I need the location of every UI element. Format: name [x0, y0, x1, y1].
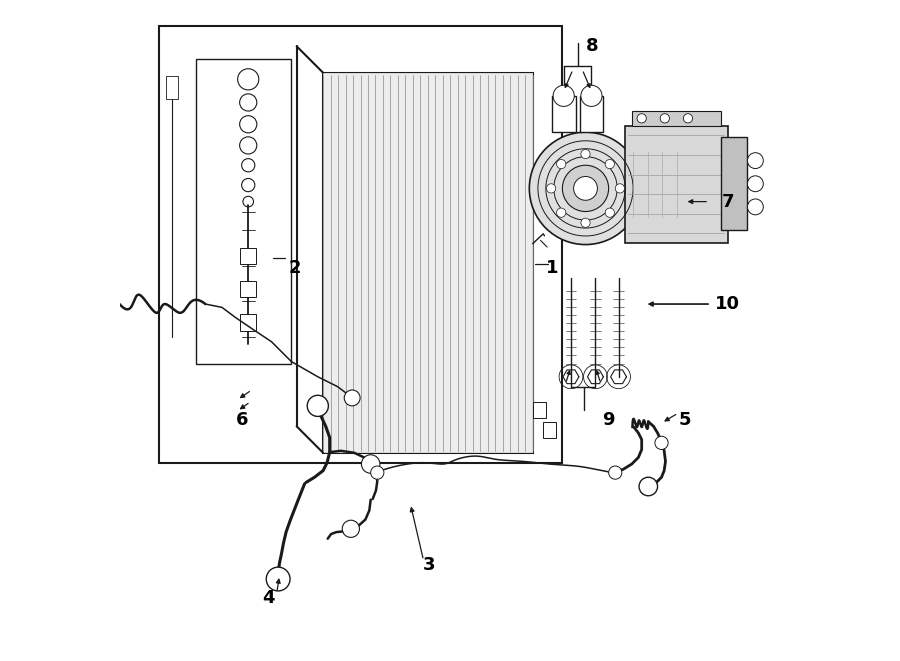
Bar	[159, 26, 562, 463]
Circle shape	[546, 184, 556, 193]
Bar	[240, 281, 256, 297]
Polygon shape	[323, 73, 533, 453]
Circle shape	[239, 116, 256, 133]
Circle shape	[239, 137, 256, 154]
Circle shape	[747, 176, 763, 192]
Circle shape	[747, 153, 763, 169]
Circle shape	[529, 132, 642, 245]
Circle shape	[241, 178, 255, 192]
Bar	[240, 314, 256, 330]
Circle shape	[747, 199, 763, 215]
Circle shape	[637, 114, 646, 123]
Text: 9: 9	[602, 410, 615, 429]
Bar	[240, 248, 256, 264]
Bar	[632, 111, 721, 126]
Bar	[195, 59, 292, 364]
Circle shape	[238, 69, 259, 90]
Text: 6: 6	[236, 410, 248, 429]
Bar	[543, 422, 556, 438]
Circle shape	[580, 149, 590, 159]
Circle shape	[554, 85, 574, 106]
Circle shape	[371, 466, 384, 479]
Text: 2: 2	[288, 258, 301, 277]
Circle shape	[344, 390, 360, 406]
Circle shape	[239, 94, 256, 111]
Circle shape	[608, 466, 622, 479]
Bar	[166, 76, 177, 99]
Circle shape	[342, 520, 359, 537]
Circle shape	[639, 477, 658, 496]
Circle shape	[243, 196, 254, 207]
Bar	[323, 73, 533, 453]
Circle shape	[616, 184, 625, 193]
Bar	[626, 126, 727, 243]
Circle shape	[661, 114, 670, 123]
Bar	[533, 402, 545, 418]
Circle shape	[362, 455, 380, 473]
Text: 7: 7	[722, 192, 734, 211]
Bar	[552, 96, 576, 132]
Circle shape	[241, 159, 255, 172]
Text: 10: 10	[716, 295, 740, 313]
Circle shape	[562, 165, 608, 212]
Circle shape	[573, 176, 598, 200]
Circle shape	[580, 218, 590, 227]
Circle shape	[307, 395, 328, 416]
Circle shape	[605, 208, 615, 217]
Circle shape	[266, 567, 290, 591]
Circle shape	[580, 85, 602, 106]
Circle shape	[556, 159, 566, 169]
Circle shape	[683, 114, 693, 123]
Circle shape	[605, 159, 615, 169]
Text: 4: 4	[262, 589, 274, 607]
Bar	[721, 137, 747, 230]
Circle shape	[556, 208, 566, 217]
Text: 1: 1	[546, 258, 559, 277]
Text: 3: 3	[423, 556, 435, 574]
Bar	[580, 96, 603, 132]
Text: 8: 8	[586, 37, 598, 56]
Circle shape	[655, 436, 668, 449]
Text: 5: 5	[679, 410, 691, 429]
